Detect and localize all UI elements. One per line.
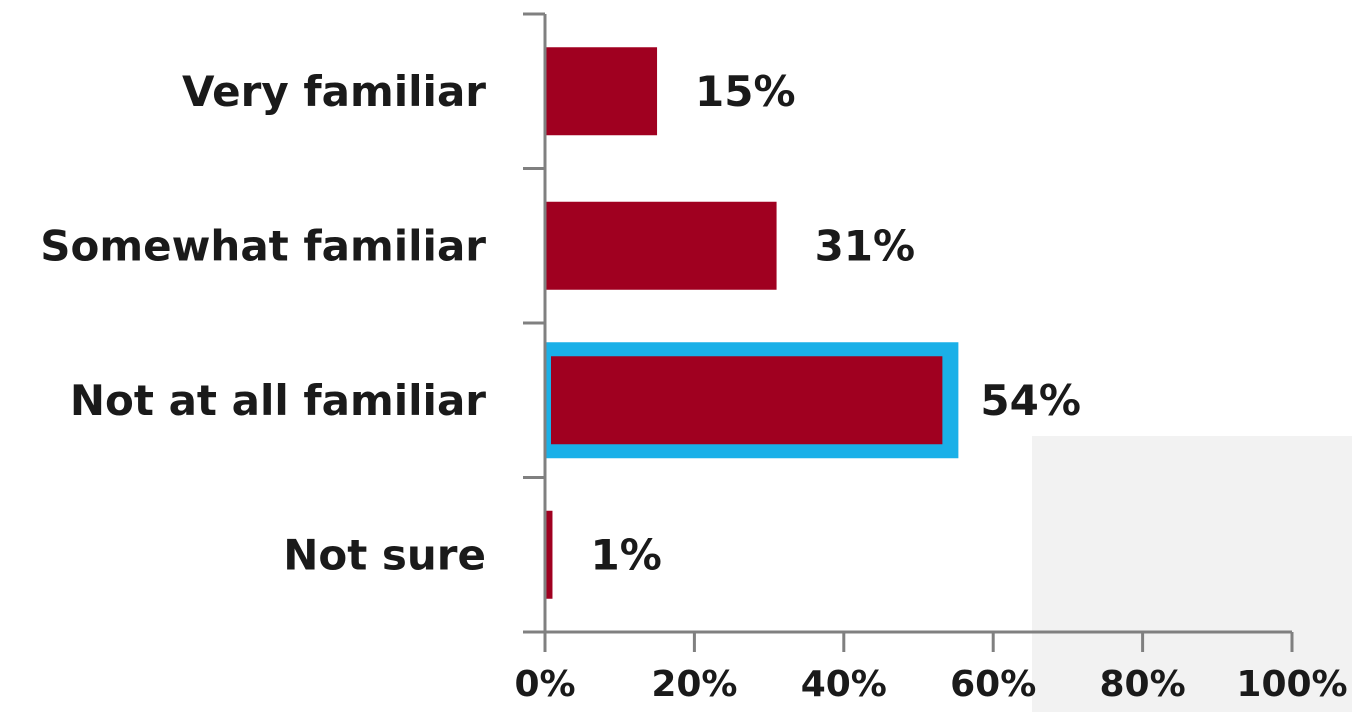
bar-not-sure	[545, 510, 553, 599]
background-shade	[1032, 436, 1352, 712]
data-label-not-sure: 1%	[590, 530, 661, 579]
category-label-somewhat-familiar: Somewhat familiar	[40, 221, 486, 270]
bar-somewhat-familiar	[545, 201, 777, 290]
x-tick-label: 80%	[1100, 664, 1186, 705]
category-label-not-at-all-familiar: Not at all familiar	[70, 376, 486, 425]
x-tick-label: 60%	[950, 664, 1036, 705]
data-label-somewhat-familiar: 31%	[815, 221, 916, 270]
bars-layer	[545, 47, 959, 599]
x-tick-label: 0%	[514, 664, 575, 705]
category-label-not-sure: Not sure	[283, 530, 486, 579]
data-label-very-familiar: 15%	[695, 67, 796, 116]
labels-layer: Very familiar 15% Somewhat familiar 31% Not …	[40, 67, 1347, 705]
x-tick-label: 20%	[651, 664, 737, 705]
x-tick-label: 40%	[801, 664, 887, 705]
bar-not-at-all-familiar	[551, 356, 943, 445]
x-tick-label: 100%	[1236, 664, 1347, 705]
category-label-very-familiar: Very familiar	[182, 67, 486, 116]
axis-layer	[523, 12, 1294, 652]
bar-very-familiar	[545, 47, 658, 136]
data-label-not-at-all-familiar: 54%	[980, 376, 1081, 425]
